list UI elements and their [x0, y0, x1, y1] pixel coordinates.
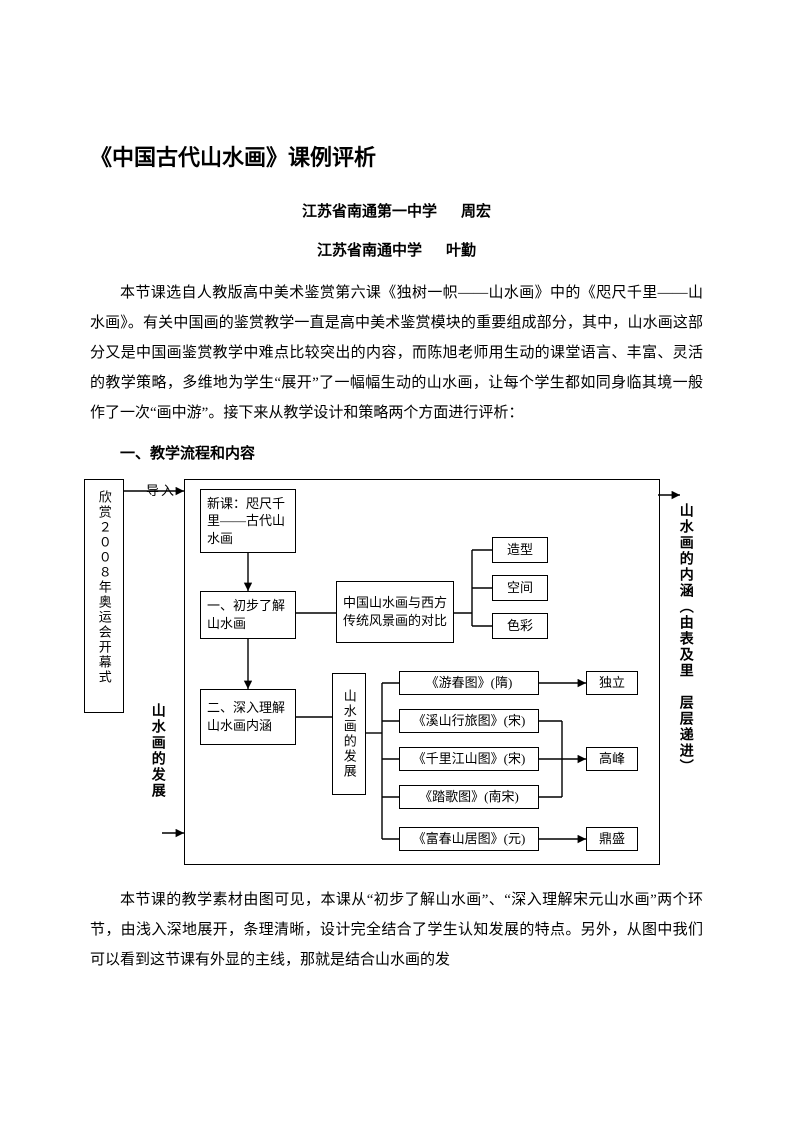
node-section-2: 二、深入理解山水画内涵 [200, 689, 296, 745]
node-painting-3: 《千里江山图》(宋) [399, 747, 539, 771]
node-stage-2: 高峰 [586, 747, 638, 771]
author2-school: 江苏省南通中学 [317, 243, 422, 259]
node-painting-4: 《踏歌图》(南宋) [399, 785, 539, 809]
node-painting-2: 《溪山行旅图》(宋) [399, 709, 539, 733]
author-line-2: 江苏省南通中学 叶勤 [90, 239, 703, 260]
paragraph-2: 本节课的教学素材由图可见，本课从“初步了解山水画”、“深入理解宋元山水画”两个环… [90, 885, 703, 975]
author-line-1: 江苏省南通第一中学 周宏 [90, 200, 703, 221]
document-page: 《中国古代山水画》课例评析 江苏省南通第一中学 周宏 江苏省南通中学 叶勤 本节课选… [0, 0, 793, 1122]
flowchart: 欣赏２００８年奥运会开幕式 导入 山水画的发展 山水画的内涵（由表及里 层层递进… [84, 473, 704, 873]
page-title: 《中国古代山水画》课例评析 [90, 140, 703, 172]
node-stage-1: 独立 [586, 671, 638, 695]
node-painting-5: 《富春山居图》(元) [399, 827, 539, 851]
node-painting-1: 《游春图》(隋) [399, 671, 539, 695]
label-left-vertical: 山水画的发展 [148, 703, 165, 799]
node-compare-b: 空间 [492, 575, 548, 601]
node-compare: 中国山水画与西方传统风景画的对比 [336, 581, 454, 643]
node-compare-a: 造型 [492, 537, 548, 563]
paragraph-1: 本节课选自人教版高中美术鉴赏第六课《独树一帜——山水画》中的《咫尺千里——山水画… [90, 278, 703, 428]
section-1-heading: 一、教学流程和内容 [90, 442, 703, 463]
author1-name: 周宏 [461, 204, 491, 220]
node-section-1: 一、初步了解山水画 [200, 591, 296, 639]
node-stage-3: 鼎盛 [586, 827, 638, 851]
node-development: 山水画的发展 [332, 673, 366, 795]
label-lead-in: 导入 [146, 483, 176, 499]
node-compare-c: 色彩 [492, 613, 548, 639]
node-intro-appreciate: 欣赏２００８年奥运会开幕式 [84, 479, 124, 713]
author2-name: 叶勤 [446, 243, 476, 259]
node-new-lesson: 新课：咫尺千里——古代山水画 [200, 489, 296, 553]
author1-school: 江苏省南通第一中学 [302, 204, 437, 220]
label-right-vertical: 山水画的内涵（由表及里 层层递进） [676, 503, 693, 843]
